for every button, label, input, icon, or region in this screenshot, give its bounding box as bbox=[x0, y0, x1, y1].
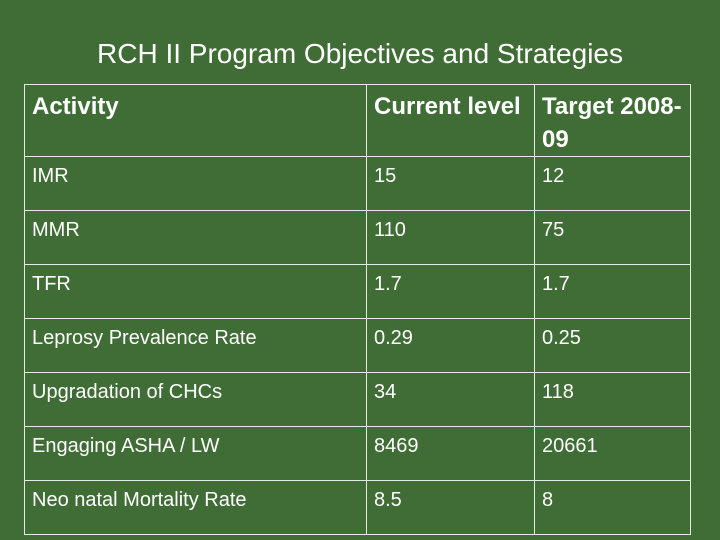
activity-cell: Upgradation of CHCs bbox=[24, 372, 367, 427]
target-cell: 0.25 bbox=[534, 318, 691, 373]
current-level-cell: 34 bbox=[366, 372, 535, 427]
activity-cell: MMR bbox=[24, 210, 367, 265]
table-row: Upgradation of CHCs 34 118 bbox=[24, 372, 691, 427]
activity-cell: Engaging ASHA / LW bbox=[24, 426, 367, 481]
table-row: IMR 15 12 bbox=[24, 156, 691, 211]
activity-cell: Leprosy Prevalence Rate bbox=[24, 318, 367, 373]
target-cell: 20661 bbox=[534, 426, 691, 481]
current-level-cell: 15 bbox=[366, 156, 535, 211]
target-cell: 1.7 bbox=[534, 264, 691, 319]
slide-title: RCH II Program Objectives and Strategies bbox=[97, 38, 623, 69]
activity-cell: Neo natal Mortality Rate bbox=[24, 480, 367, 535]
current-level-cell: 0.29 bbox=[366, 318, 535, 373]
table-row: Engaging ASHA / LW 8469 20661 bbox=[24, 426, 691, 481]
table-row: Neo natal Mortality Rate 8.5 8 bbox=[24, 480, 691, 535]
table-header-row: Activity Current level Target 2008-09 bbox=[24, 84, 691, 157]
current-level-cell: 8.5 bbox=[366, 480, 535, 535]
header-current-level: Current level bbox=[366, 84, 535, 157]
header-target: Target 2008-09 bbox=[534, 84, 691, 157]
target-cell: 118 bbox=[534, 372, 691, 427]
table-row: Leprosy Prevalence Rate 0.29 0.25 bbox=[24, 318, 691, 373]
activity-cell: IMR bbox=[24, 156, 367, 211]
activity-cell: TFR bbox=[24, 264, 367, 319]
table-row: TFR 1.7 1.7 bbox=[24, 264, 691, 319]
current-level-cell: 1.7 bbox=[366, 264, 535, 319]
current-level-cell: 8469 bbox=[366, 426, 535, 481]
target-cell: 75 bbox=[534, 210, 691, 265]
header-activity: Activity bbox=[24, 84, 367, 157]
current-level-cell: 110 bbox=[366, 210, 535, 265]
table-row: MMR 110 75 bbox=[24, 210, 691, 265]
objectives-table: Activity Current level Target 2008-09 IM… bbox=[24, 84, 691, 535]
target-cell: 8 bbox=[534, 480, 691, 535]
target-cell: 12 bbox=[534, 156, 691, 211]
